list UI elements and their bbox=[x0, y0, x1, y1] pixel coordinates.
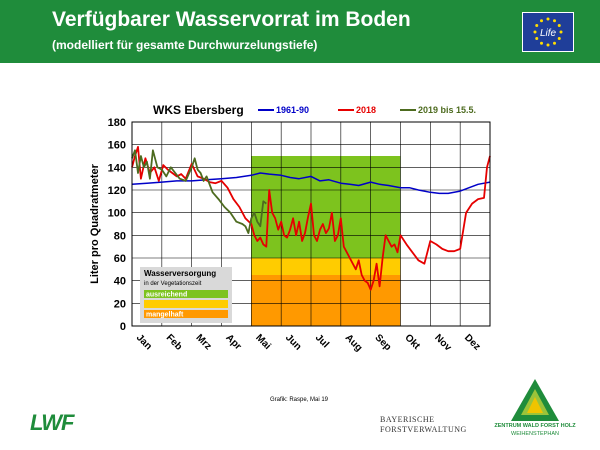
zone-legend-swatch bbox=[144, 300, 228, 308]
eu-star-icon bbox=[553, 41, 556, 45]
eu-star-icon bbox=[533, 30, 537, 34]
zone-band-0 bbox=[251, 156, 401, 258]
eu-star-icon bbox=[546, 17, 550, 21]
lwf-logo: LWF bbox=[30, 410, 74, 435]
legend-label: 2018 bbox=[356, 105, 376, 115]
eu-life-logo: Life bbox=[522, 12, 574, 52]
zone-band-1 bbox=[251, 258, 401, 275]
eu-star-icon bbox=[535, 24, 539, 27]
y-tick-label: 20 bbox=[114, 298, 126, 310]
eu-star-icon bbox=[557, 24, 561, 27]
series-line-1 bbox=[131, 146, 491, 291]
x-tick-label: Mrz bbox=[194, 332, 214, 352]
x-tick-label: Mai bbox=[253, 332, 273, 352]
forest-tree-icon bbox=[511, 379, 559, 421]
y-axis-label: Liter pro Quadratmeter bbox=[89, 163, 101, 284]
zw-line2: WEIHENSTEPHAN bbox=[511, 431, 559, 437]
series-legend: 1961-90 2018 2019 bis 15.5. bbox=[258, 105, 476, 115]
x-tick-label: Feb bbox=[164, 332, 184, 352]
zone-legend-item: eingeschränkt bbox=[146, 302, 194, 309]
chart-title: WKS Ebersberg bbox=[153, 103, 244, 117]
header-bar: Verfügbarer Wasservorrat im Boden (model… bbox=[0, 0, 600, 63]
zentrum-wald-logo: ZENTRUM WALD FORST HOLZ WEIHENSTEPHAN bbox=[475, 375, 595, 437]
bayerische-forstverwaltung-logo: BAYERISCHE FORSTVERWALTUNG bbox=[380, 415, 480, 435]
zone-legend-item: mangelhaft bbox=[146, 312, 184, 319]
page-subtitle: (modelliert für gesamte Durchwurzelungst… bbox=[52, 38, 318, 52]
legend-label: 2019 bis 15.5. bbox=[418, 105, 476, 115]
x-tick-label: Apr bbox=[223, 332, 243, 352]
y-tick-label: 140 bbox=[108, 162, 126, 174]
zone-legend-title: Wasserversorgung bbox=[144, 269, 216, 278]
x-tick-label: Dez bbox=[462, 332, 482, 352]
zone-legend-swatch bbox=[144, 290, 228, 298]
water-chart: 0 20 40 60 80 100 120 140 160 180 Jan Feb Mrz Apr Mai… bbox=[89, 103, 491, 354]
y-tick-label: 0 bbox=[120, 321, 126, 333]
y-tick-label: 100 bbox=[108, 208, 126, 220]
eu-stars-icon: Life bbox=[533, 17, 563, 47]
eu-star-icon bbox=[540, 41, 543, 45]
eu-star-icon bbox=[553, 19, 556, 23]
eu-life-text: Life bbox=[540, 28, 557, 39]
x-tick-label: Jan bbox=[134, 332, 154, 352]
x-tick-label: Aug bbox=[343, 332, 365, 354]
y-tick-label: 60 bbox=[114, 253, 126, 265]
series-line-0 bbox=[131, 172, 491, 195]
y-tick-label: 160 bbox=[108, 140, 126, 152]
legend-label: 1961-90 bbox=[276, 105, 309, 115]
x-tick-label: Nov bbox=[432, 332, 453, 353]
zone-legend-item: ausreichend bbox=[146, 292, 187, 299]
zone-legend: Wasserversorgung in der Vegetationszeit au… bbox=[140, 267, 232, 323]
bf-line2: FORSTVERWALTUNG bbox=[380, 425, 467, 434]
bf-line1: BAYERISCHE bbox=[380, 415, 435, 424]
y-tick-label: 120 bbox=[108, 185, 126, 197]
plot-frame bbox=[131, 121, 491, 327]
series-line-2 bbox=[131, 149, 267, 234]
eu-star-icon bbox=[559, 30, 563, 34]
eu-star-icon bbox=[535, 37, 539, 40]
eu-star-icon bbox=[557, 37, 561, 40]
zone-legend-swatch bbox=[144, 310, 228, 318]
x-tick-label: Okt bbox=[402, 332, 422, 352]
page-title: Verfügbarer Wasservorrat im Boden bbox=[52, 8, 411, 31]
y-tick-label: 80 bbox=[114, 230, 126, 242]
zw-line1: ZENTRUM WALD FORST HOLZ bbox=[494, 423, 576, 429]
y-tick-label: 180 bbox=[108, 117, 126, 129]
zone-band-2 bbox=[251, 275, 401, 326]
graph-credit: Grafik: Raspe, Mai 19 bbox=[270, 397, 329, 403]
x-tick-label: Jul bbox=[313, 332, 331, 350]
x-tick-label: Sep bbox=[373, 332, 394, 353]
eu-star-icon bbox=[546, 43, 550, 47]
y-tick-label: 40 bbox=[114, 276, 126, 288]
eu-star-icon bbox=[540, 19, 543, 23]
x-tick-label: Jun bbox=[283, 332, 303, 352]
zone-legend-subtitle: in der Vegetationszeit bbox=[144, 281, 202, 287]
